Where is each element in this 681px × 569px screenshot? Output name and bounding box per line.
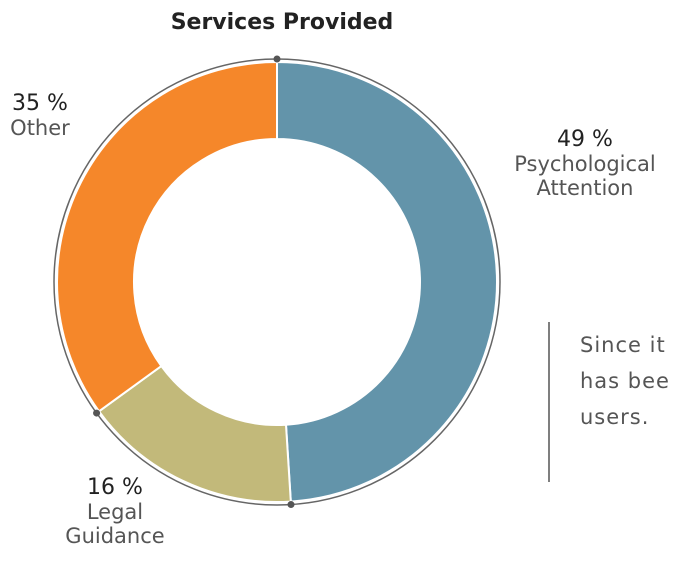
slice-label: 49 % Psychological Attention <box>495 127 675 201</box>
slice-name: Other <box>10 116 70 140</box>
chart-title: Services Provided <box>171 10 394 35</box>
slice-name: Psychological Attention <box>514 152 656 200</box>
slice-value: 49 % <box>557 127 613 152</box>
slice-dot <box>287 501 295 509</box>
slice-label: 16 % Legal Guidance <box>50 475 180 549</box>
slice-value: 16 % <box>87 475 143 500</box>
annotation-line: Since it <box>580 333 666 357</box>
slice-name: Legal Guidance <box>65 500 165 548</box>
slice-dot <box>273 55 281 63</box>
annotation-line: has bee <box>580 369 670 393</box>
annotation-line: users. <box>580 405 650 429</box>
slice-dot <box>93 409 101 417</box>
donut-slice <box>56 60 278 413</box>
slice-value: 35 % <box>12 91 68 116</box>
donut-slice <box>276 60 499 503</box>
slice-label: 35 % Other <box>0 91 100 141</box>
